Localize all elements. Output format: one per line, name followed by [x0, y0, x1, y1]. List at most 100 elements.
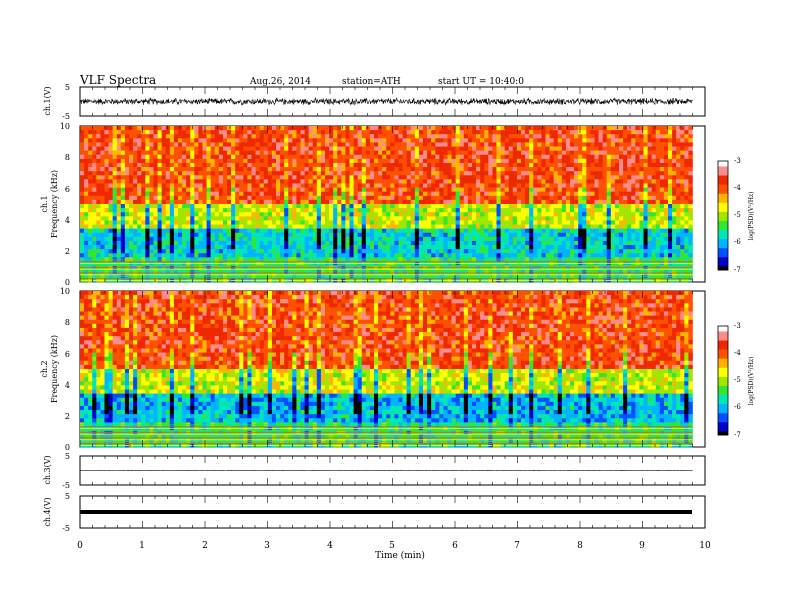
spectrogram-cell	[320, 158, 326, 164]
spectrogram-cell	[578, 191, 583, 197]
spectrogram-cell	[602, 265, 608, 270]
spectrogram-cell	[124, 191, 130, 197]
spectrogram-cell	[129, 208, 134, 213]
spectrogram-cell	[329, 204, 334, 209]
spectrogram-cell	[488, 199, 493, 205]
spectrogram-cell	[292, 171, 297, 176]
spectrogram-cell	[418, 232, 424, 238]
spectrogram-cell	[610, 138, 616, 143]
spectrogram-cell	[329, 158, 334, 164]
spectrogram-cell	[104, 212, 109, 217]
spectrogram-cell	[390, 236, 395, 242]
spectrogram-cell	[116, 253, 122, 258]
spectrogram-cell	[439, 240, 444, 246]
spectrogram-cell	[165, 199, 171, 205]
spectrogram-cell	[406, 249, 412, 254]
spectrogram-cell	[137, 265, 142, 270]
spectrogram-cell	[578, 126, 583, 131]
spectrogram-cell	[239, 154, 244, 160]
spectrogram-cell	[459, 195, 465, 201]
spectrogram-cell	[88, 269, 93, 275]
spectrogram-cell	[292, 216, 297, 221]
spectrogram-cell	[206, 195, 211, 201]
spectrogram-cell	[112, 249, 118, 254]
spectrogram-cell	[194, 126, 199, 131]
spectrogram-cell	[386, 171, 391, 176]
spectrogram-cell	[178, 265, 183, 270]
spectrogram-cell	[578, 183, 583, 188]
spectrogram-cell	[124, 269, 130, 275]
spectrogram-cell	[288, 249, 293, 254]
spectrogram-cell	[496, 167, 501, 172]
spectrogram-cell	[173, 240, 179, 246]
spectrogram-cell	[231, 150, 236, 156]
spectrogram-cell	[316, 216, 322, 221]
spectrogram-cell	[353, 138, 358, 143]
spectrogram-cell	[157, 130, 162, 135]
spectrogram-cell	[345, 154, 350, 160]
spectrogram-cell	[492, 138, 497, 143]
spectrogram-cell	[300, 179, 305, 184]
spectrogram-cell	[545, 154, 550, 160]
spectrogram-cell	[553, 212, 559, 217]
spectrogram-cell	[178, 245, 183, 250]
spectrogram-cell	[488, 236, 493, 242]
spectrogram-cell	[484, 171, 489, 176]
spectrogram-cell	[484, 228, 489, 234]
spectrogram-cell	[549, 191, 554, 197]
spectrogram-cell	[398, 154, 403, 160]
spectrogram-cell	[500, 232, 505, 238]
spectrogram-cell	[463, 232, 469, 238]
spectrogram-cell	[500, 204, 505, 209]
spectrogram-cell	[80, 171, 85, 176]
spectrogram-cell	[182, 183, 187, 188]
spectrogram-cell	[247, 269, 252, 275]
spectrogram-cell	[222, 232, 228, 238]
spectrogram-cell	[165, 179, 171, 184]
spectrogram-cell	[194, 146, 199, 151]
spectrogram-cell	[255, 150, 260, 156]
spectrogram-cell	[337, 130, 342, 135]
spectrogram-cell	[157, 187, 162, 192]
spectrogram-cell	[214, 175, 220, 180]
spectrogram-cell	[312, 224, 318, 229]
spectrogram-cell	[378, 245, 383, 250]
spectrogram-cell	[292, 138, 297, 143]
spectrogram-cell	[182, 146, 187, 151]
spectrogram-cell	[574, 134, 579, 139]
spectrogram-cell	[153, 220, 158, 225]
spectrogram-cell	[210, 171, 216, 176]
spectrogram-cell	[512, 228, 518, 234]
spectrogram-cell	[361, 208, 367, 213]
spectrogram-cell	[206, 253, 211, 258]
spectrogram-cell	[484, 232, 489, 238]
spectrogram-cell	[206, 216, 211, 221]
spectrogram-cell	[369, 126, 375, 131]
spectrogram-cell	[218, 158, 224, 164]
spectrogram-cell	[586, 195, 591, 201]
spectrogram-cell	[84, 162, 89, 168]
spectrogram-cell	[161, 232, 167, 238]
spectrogram-cell	[447, 158, 452, 164]
spectrogram-cell	[525, 175, 530, 180]
spectrogram-cell	[194, 216, 199, 221]
spectrogram-cell	[186, 126, 191, 131]
spectrogram-cell	[202, 179, 207, 184]
spectrogram-cell	[418, 179, 424, 184]
spectrogram-cell	[439, 249, 444, 254]
spectrogram-cell	[214, 245, 220, 250]
spectrogram-cell	[463, 228, 469, 234]
spectrogram-cell	[161, 146, 167, 151]
spectrogram-cell	[418, 204, 424, 209]
spectrogram-cell	[578, 273, 583, 279]
spectrogram-cell	[402, 224, 407, 229]
spectrogram-cell	[496, 212, 501, 217]
spectrogram-cell	[459, 265, 465, 270]
spectrogram-cell	[120, 183, 126, 188]
spectrogram-cell	[439, 175, 444, 180]
spectrogram-cell	[365, 273, 371, 279]
spectrogram-cell	[194, 208, 199, 213]
spectrogram-cell	[586, 265, 591, 270]
spectrogram-cell	[537, 179, 542, 184]
spectrogram-cell	[190, 183, 195, 188]
